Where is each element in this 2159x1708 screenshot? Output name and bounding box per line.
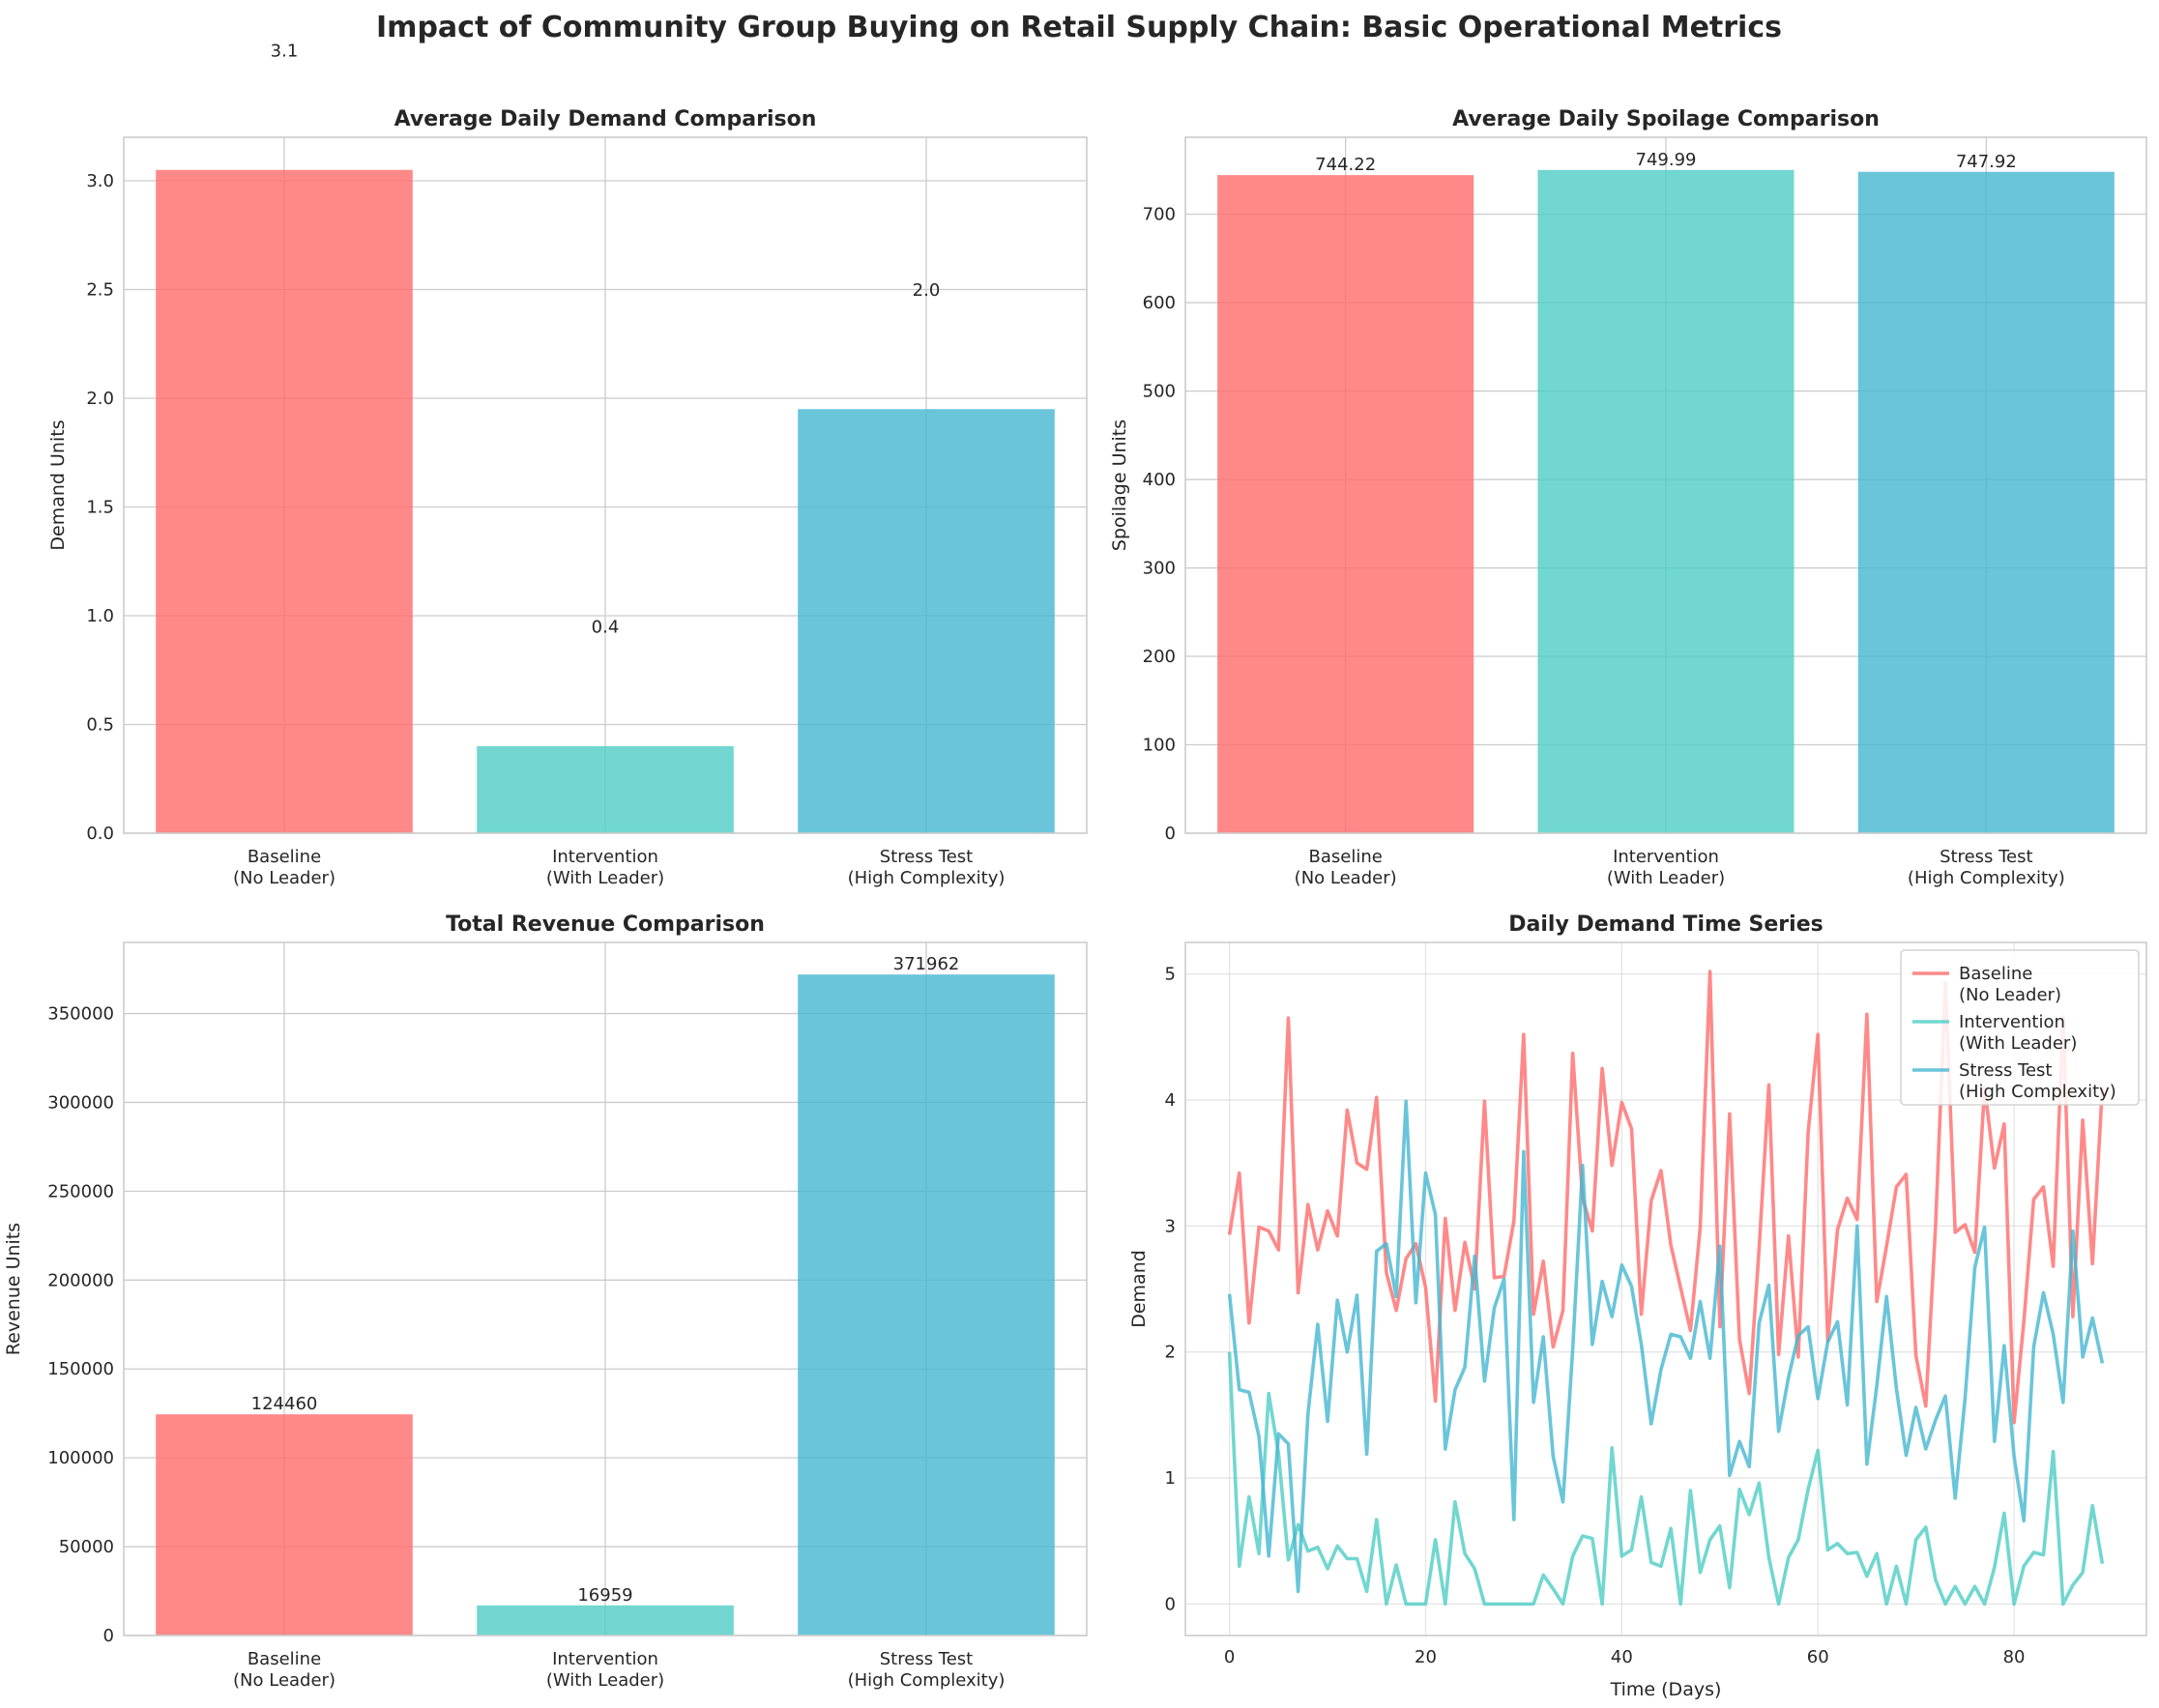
bar — [156, 169, 413, 833]
x-tick-label: Stress Test (High Complexity) — [1908, 847, 2065, 888]
bar-value-label: 744.22 — [1315, 155, 1376, 175]
bar — [1857, 171, 2115, 833]
y-tick-label: 600 — [1143, 293, 1176, 313]
y-axis-label: Revenue Units — [3, 1223, 24, 1355]
x-tick-label: Stress Test (High Complexity) — [848, 1649, 1006, 1691]
x-tick-label: 60 — [1807, 1647, 1829, 1667]
bar-value-label: 0.4 — [592, 618, 620, 638]
legend-box — [1900, 949, 2140, 1106]
chart-title: Average Daily Spoilage Comparison — [1452, 107, 1880, 131]
bar-value-label: 2.0 — [913, 280, 941, 301]
plot-frame — [1184, 941, 2147, 1636]
y-tick-label: 350000 — [47, 1004, 114, 1025]
y-tick-label: 0 — [1165, 824, 1176, 844]
y-tick-label: 200 — [1143, 647, 1176, 667]
legend-entry: Baseline (No Leader) — [1959, 964, 2061, 1005]
x-tick-label: Intervention (With Leader) — [546, 847, 664, 888]
x-tick-label: Baseline (No Leader) — [233, 847, 336, 888]
x-tick-label: 20 — [1415, 1647, 1437, 1667]
y-tick-label: 100 — [1143, 736, 1176, 756]
bar — [477, 1605, 734, 1636]
chart-title: Daily Demand Time Series — [1508, 912, 1823, 937]
y-tick-label: 150000 — [47, 1359, 114, 1379]
revenue-bar-chart: Total Revenue Comparison Revenue Units 0 50… — [3, 912, 1088, 1691]
y-tick-label: 300000 — [47, 1092, 114, 1113]
bar — [798, 974, 1055, 1636]
y-tick-label: 0 — [1165, 1594, 1176, 1614]
x-tick-label: Baseline (No Leader) — [1295, 847, 1397, 888]
bar — [798, 409, 1055, 833]
chart-title: Average Daily Demand Comparison — [394, 107, 817, 131]
bar — [477, 746, 734, 833]
bar-value-label: 124460 — [251, 1394, 318, 1414]
y-tick-label: 100000 — [47, 1448, 114, 1468]
bar-value-label: 16959 — [577, 1585, 632, 1606]
y-tick-label: 1.0 — [86, 606, 114, 626]
y-tick-label: 700 — [1143, 205, 1176, 225]
y-axis-label: Demand Units — [47, 420, 69, 550]
series-line-baseline — [1227, 970, 2105, 1425]
y-tick-label: 250000 — [47, 1181, 114, 1201]
y-axis-label: Spoilage Units — [1109, 420, 1130, 551]
y-tick-label: 2.0 — [86, 389, 114, 409]
y-tick-label: 5 — [1165, 965, 1176, 985]
demand-bar-chart: Average Daily Demand Comparison Demand Un… — [47, 41, 1088, 888]
legend-entry: Stress Test (High Complexity) — [1959, 1060, 2116, 1102]
plot-frame — [1184, 136, 2147, 834]
series-line-stress — [1227, 1099, 2105, 1594]
bar-value-label: 749.99 — [1636, 150, 1697, 170]
bar-value-label: 747.92 — [1956, 152, 2017, 172]
y-axis-label: Demand — [1128, 1250, 1150, 1328]
y-tick-label: 300 — [1143, 559, 1176, 579]
x-tick-label: 0 — [1224, 1647, 1235, 1667]
y-tick-label: 0.5 — [86, 715, 114, 736]
y-tick-label: 3 — [1165, 1216, 1176, 1236]
x-tick-label: Intervention (With Leader) — [1607, 847, 1725, 888]
bar-value-label: 371962 — [893, 954, 960, 974]
demand-time-series-chart: Daily Demand Time Series Time (Days) Deman… — [1128, 912, 2147, 1700]
x-tick-label: 80 — [2003, 1647, 2026, 1667]
x-axis-label: Time (Days) — [1610, 1679, 1722, 1700]
y-tick-label: 1 — [1165, 1468, 1176, 1489]
y-tick-label: 400 — [1143, 470, 1176, 490]
chart-title: Total Revenue Comparison — [446, 912, 765, 937]
y-tick-label: 4 — [1165, 1090, 1176, 1111]
y-tick-label: 2.5 — [86, 280, 114, 301]
y-tick-label: 0.0 — [86, 824, 114, 844]
y-tick-label: 500 — [1143, 382, 1176, 402]
y-tick-label: 1.5 — [86, 498, 114, 518]
series-line-intervention — [1227, 1351, 2105, 1607]
x-tick-label: Baseline (No Leader) — [233, 1649, 336, 1691]
bar — [1217, 175, 1474, 833]
y-tick-label: 0 — [103, 1626, 114, 1646]
spoilage-bar-chart: Average Daily Spoilage Comparison Spoilag… — [1109, 107, 2147, 888]
figure-title: Impact of Community Group Buying on Reta… — [376, 11, 1782, 44]
legend: Baseline (No Leader) Intervention (With Lea… — [1900, 949, 2140, 1106]
x-tick-label: 40 — [1611, 1647, 1633, 1667]
y-tick-label: 3.0 — [86, 171, 114, 191]
plot-frame — [123, 941, 1088, 1636]
y-tick-label: 200000 — [47, 1270, 114, 1290]
legend-entry: Intervention (With Leader) — [1959, 1012, 2077, 1054]
x-tick-label: Intervention (With Leader) — [546, 1649, 664, 1691]
plot-frame — [123, 136, 1088, 834]
bar-value-label: 3.1 — [271, 41, 299, 61]
y-tick-label: 2 — [1165, 1343, 1176, 1363]
y-tick-label: 50000 — [59, 1537, 114, 1557]
x-tick-label: Stress Test (High Complexity) — [848, 847, 1006, 888]
bar — [156, 1414, 413, 1636]
bar — [1537, 169, 1794, 834]
